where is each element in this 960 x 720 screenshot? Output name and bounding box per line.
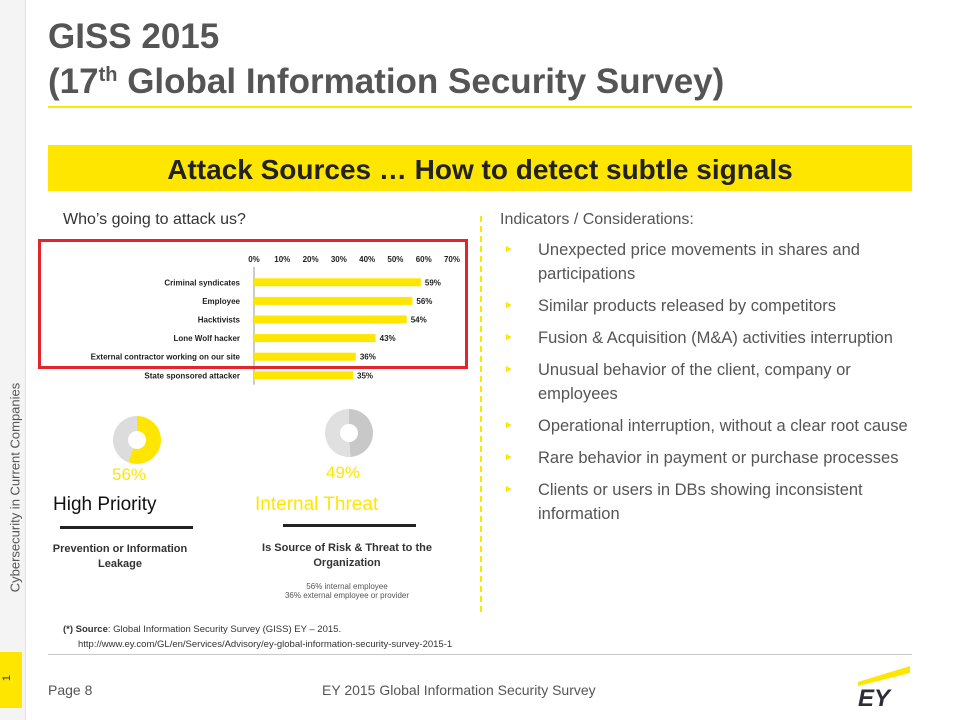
category-label: Lone Wolf hacker (173, 334, 240, 343)
x-tick-label: 20% (303, 255, 319, 264)
high-priority-percent: 56% (112, 465, 147, 484)
side-strip (0, 0, 26, 720)
indicators-heading: Indicators / Considerations: (500, 211, 694, 228)
bar (254, 371, 353, 380)
data-label: 36% (360, 353, 376, 362)
category-label: Hacktivists (198, 316, 241, 325)
title-line-2-pre: (17 (48, 62, 99, 101)
x-tick-label: 70% (444, 255, 460, 264)
section-banner-text: Attack Sources … How to detect subtle si… (167, 154, 793, 185)
internal-threat-title: Internal Threat (255, 494, 379, 515)
list-item-text: Unexpected price movements in shares and… (538, 241, 860, 283)
list-item: ► Unexpected price movements in shares an… (500, 238, 918, 286)
bullet-arrow-icon: ► (504, 364, 514, 375)
page-number: Page 8 (48, 682, 93, 698)
x-tick-label: 30% (331, 255, 347, 264)
bullet-arrow-icon: ► (504, 244, 514, 255)
footer-rule (48, 654, 912, 655)
title-underline (48, 106, 912, 108)
source-text: : Global Information Security Survey (GI… (107, 624, 342, 635)
ey-logo-icon: EY (858, 666, 910, 708)
source-citation: (*) Source: Global Information Security … (63, 622, 452, 652)
bullet-arrow-icon: ► (504, 300, 514, 311)
bar (254, 315, 407, 324)
title-line-2-post: Global Information Security Survey) (117, 62, 725, 101)
x-tick-label: 0% (248, 255, 260, 264)
bar (254, 352, 356, 361)
x-tick-label: 50% (387, 255, 403, 264)
x-tick-label: 40% (359, 255, 375, 264)
bar (254, 296, 413, 305)
internal-threat-percent: 49% (326, 463, 361, 482)
category-label: Employee (202, 297, 240, 306)
source-url[interactable]: http://www.ey.com/GL/en/Services/Advisor… (78, 639, 453, 650)
bullet-arrow-icon: ► (504, 420, 514, 431)
data-label: 56% (416, 297, 432, 306)
high-priority-rule (60, 526, 193, 529)
bullet-arrow-icon: ► (504, 332, 514, 343)
high-priority-title: High Priority (53, 494, 157, 515)
list-item-text: Fusion & Acquisition (M&A) activities in… (538, 329, 893, 347)
side-page-marker: 1 (1, 674, 14, 682)
section-banner (48, 145, 912, 191)
high-priority-donut-icon (113, 416, 161, 464)
x-tick-label: 60% (416, 255, 432, 264)
list-item-text: Unusual behavior of the client, company … (538, 361, 851, 403)
chart-highlight-frame (38, 239, 468, 369)
list-item: ► Unusual behavior of the client, company… (500, 358, 918, 406)
ey-logo-text: EY (858, 685, 892, 708)
list-item-text: Similar products released by competitors (538, 297, 837, 315)
bullet-arrow-icon: ► (504, 484, 514, 495)
side-section-label: Cybersecurity in Current Companies (7, 382, 23, 593)
list-item: ► Fusion & Acquisition (M&A) activities i… (500, 326, 918, 350)
list-item: ► Rare behavior in payment or purchase pr… (500, 446, 918, 470)
title-line-2-sup: th (98, 64, 118, 86)
list-item: ► Operational interruption, without a cle… (500, 414, 918, 438)
indicators-list: ► Unexpected price movements in shares an… (500, 238, 918, 534)
question-text: Who’s going to attack us? (63, 211, 246, 228)
column-divider (480, 216, 482, 612)
internal-threat-desc: Is Source of Risk & Threat to the Organi… (262, 542, 432, 569)
list-item: ► Clients or users in DBs showing inconsi… (500, 478, 918, 526)
data-label: 54% (411, 316, 427, 325)
list-item-text: Clients or users in DBs showing inconsis… (538, 481, 863, 523)
bullet-arrow-icon: ► (504, 452, 514, 463)
data-label: 35% (357, 371, 373, 380)
data-label: 43% (380, 334, 396, 343)
footer-title: EY 2015 Global Information Security Surv… (322, 682, 596, 698)
internal-threat-donut-icon (325, 409, 373, 457)
bar (254, 334, 376, 343)
data-label: 59% (425, 278, 441, 287)
side-tab-marker (0, 652, 22, 708)
x-tick-label: 10% (274, 255, 290, 264)
source-prefix: (*) Source (63, 624, 108, 635)
list-item: ► Similar products released by competitor… (500, 294, 918, 318)
category-label: External contractor working on our site (91, 353, 241, 362)
internal-threat-note-line-2: 36% external employee or provider (284, 591, 410, 600)
internal-threat-rule (283, 524, 416, 527)
high-priority-desc: Prevention or Information Leakage (52, 543, 188, 570)
attack-sources-bar-chart: 0% 10% 20% 30% 40% 50% 60% 70% Criminal syndicat… (91, 255, 460, 385)
category-label: Criminal syndicates (164, 278, 240, 287)
slide-title: GISS 2015 (17th Global Information Secur… (48, 18, 724, 101)
title-line-1: GISS 2015 (48, 17, 220, 56)
bar (254, 278, 421, 287)
list-item-text: Rare behavior in payment or purchase pro… (538, 449, 899, 467)
internal-threat-note: 56% internal employee 36% external emplo… (240, 582, 454, 600)
internal-threat-note-line-1: 56% internal employee (306, 582, 388, 591)
list-item-text: Operational interruption, without a clea… (538, 417, 908, 435)
category-label: State sponsored attacker (144, 371, 240, 380)
